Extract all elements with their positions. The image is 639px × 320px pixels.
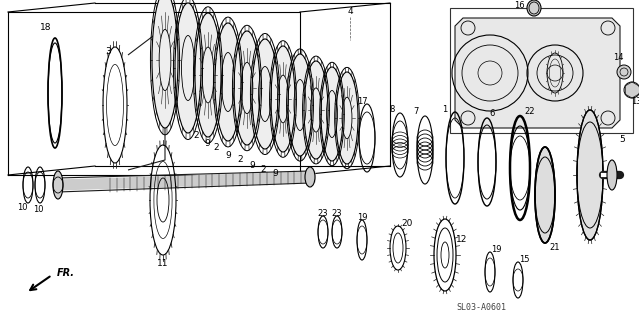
- Text: 12: 12: [456, 236, 468, 244]
- Text: 9: 9: [225, 150, 231, 159]
- Text: 13: 13: [631, 97, 639, 106]
- Text: 1: 1: [442, 106, 448, 115]
- Text: 14: 14: [613, 52, 623, 61]
- Text: 2: 2: [213, 143, 219, 153]
- Text: 2: 2: [193, 131, 199, 140]
- Text: 3: 3: [105, 47, 111, 57]
- Ellipse shape: [305, 167, 315, 187]
- Text: 21: 21: [550, 244, 560, 252]
- Text: 11: 11: [157, 259, 169, 268]
- Text: 8: 8: [389, 106, 395, 115]
- Ellipse shape: [234, 31, 260, 145]
- Ellipse shape: [288, 54, 312, 156]
- Polygon shape: [455, 18, 620, 128]
- Text: 17: 17: [357, 98, 367, 107]
- Ellipse shape: [535, 147, 555, 243]
- Text: SL03-A0601: SL03-A0601: [456, 303, 506, 312]
- Text: 23: 23: [332, 210, 343, 219]
- Text: 7: 7: [413, 108, 419, 116]
- Circle shape: [624, 82, 639, 98]
- Text: 9: 9: [272, 170, 278, 179]
- Text: 10: 10: [33, 204, 43, 213]
- Ellipse shape: [53, 171, 63, 199]
- Ellipse shape: [152, 0, 178, 128]
- Ellipse shape: [527, 0, 541, 16]
- Circle shape: [617, 65, 631, 79]
- Text: 20: 20: [401, 220, 413, 228]
- Ellipse shape: [336, 72, 358, 164]
- Text: 23: 23: [318, 210, 328, 219]
- Text: 15: 15: [519, 255, 529, 265]
- Text: 10: 10: [17, 203, 27, 212]
- Ellipse shape: [304, 61, 328, 159]
- Ellipse shape: [215, 23, 241, 141]
- Ellipse shape: [195, 13, 221, 137]
- Text: 16: 16: [514, 1, 525, 10]
- Text: 9: 9: [204, 139, 210, 148]
- Text: 2: 2: [260, 165, 266, 174]
- Text: FR.: FR.: [57, 268, 75, 278]
- Text: 5: 5: [619, 135, 625, 145]
- Text: 22: 22: [525, 108, 535, 116]
- Text: 18: 18: [40, 23, 52, 33]
- Text: 9: 9: [249, 162, 255, 171]
- Ellipse shape: [321, 67, 343, 161]
- Text: 4: 4: [347, 7, 353, 17]
- Ellipse shape: [271, 46, 295, 152]
- Ellipse shape: [577, 110, 603, 240]
- Text: 2: 2: [237, 156, 243, 164]
- Ellipse shape: [252, 39, 278, 149]
- Text: 19: 19: [491, 245, 501, 254]
- Text: 6: 6: [489, 109, 495, 118]
- FancyBboxPatch shape: [450, 8, 633, 133]
- Ellipse shape: [175, 3, 201, 133]
- Ellipse shape: [607, 160, 617, 190]
- Text: 19: 19: [357, 212, 367, 221]
